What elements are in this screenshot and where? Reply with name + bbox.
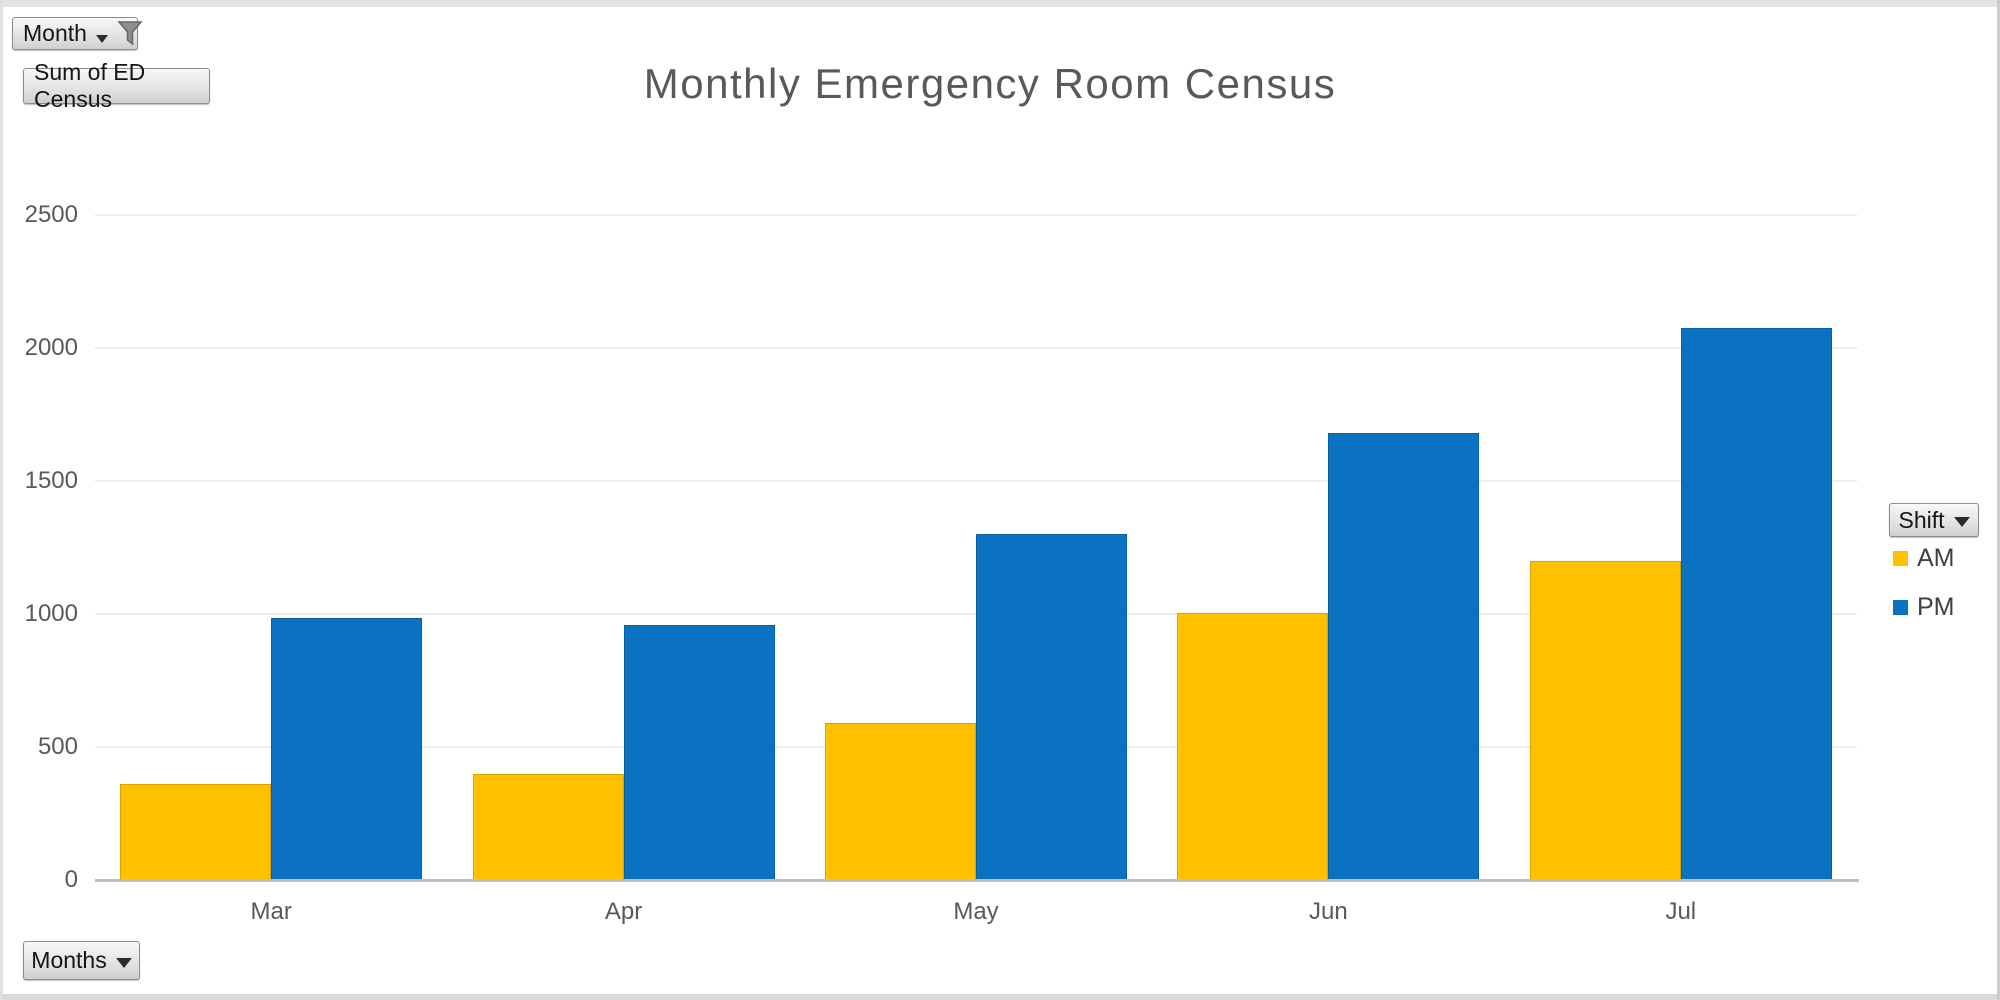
months-label: Months	[31, 947, 107, 973]
chart-legend: AM PM	[1893, 544, 1955, 622]
bar-pm-jul	[1680, 328, 1832, 880]
month-filter-button[interactable]: Month	[12, 17, 143, 50]
legend-label-am: AM	[1917, 544, 1955, 572]
legend-swatch-am	[1893, 551, 1908, 566]
y-axis-tick-0: 0	[64, 866, 78, 893]
bar-am-apr	[472, 773, 624, 880]
gridline-2000	[95, 347, 1857, 349]
gridline-1500	[95, 480, 1857, 482]
sum-of-ed-census-button[interactable]: Sum of ED Census	[23, 59, 210, 112]
y-axis-tick-500: 500	[37, 733, 78, 760]
chevron-down-icon	[115, 957, 132, 968]
filter-funnel-icon	[117, 20, 143, 47]
y-axis-tick-1500: 1500	[24, 467, 78, 494]
legend-item-am: AM	[1893, 544, 1955, 573]
legend-swatch-pm	[1893, 600, 1908, 615]
gridline-2500	[95, 214, 1857, 216]
x-axis-label-may: May	[953, 898, 999, 925]
legend-label-pm: PM	[1917, 593, 1955, 621]
bar-pm-jun	[1328, 433, 1480, 880]
bar-am-jul	[1529, 560, 1681, 880]
bar-pm-mar	[271, 617, 423, 880]
chevron-down-icon	[1953, 517, 1970, 527]
bar-am-mar	[120, 784, 272, 880]
chart-frame-border-left	[0, 0, 3, 1000]
x-axis-label-apr: Apr	[604, 898, 643, 925]
x-axis-label-mar: Mar	[250, 898, 292, 925]
shift-legend-field-button[interactable]: Shift	[1889, 503, 1979, 537]
chart-frame-border-top	[0, 0, 2000, 7]
x-axis-label-jun: Jun	[1309, 898, 1348, 925]
month-filter-label: Month	[23, 20, 87, 46]
x-axis-label-jul: Jul	[1665, 898, 1697, 925]
legend-item-pm: PM	[1893, 593, 1955, 622]
y-axis-tick-2000: 2000	[24, 334, 78, 361]
bar-pm-may	[976, 534, 1127, 880]
sum-of-ed-census-label: Sum of ED Census	[34, 59, 146, 112]
chart-frame-border-right	[1997, 0, 2000, 1000]
shift-label: Shift	[1898, 506, 1945, 533]
months-axis-field-button[interactable]: Months	[23, 941, 140, 980]
bar-am-jun	[1177, 612, 1329, 880]
y-axis-tick-1000: 1000	[24, 600, 78, 627]
bar-am-may	[825, 723, 976, 880]
chart-title: Monthly Emergency Room Census	[643, 60, 1337, 107]
chart-frame-border-bottom	[0, 994, 2000, 1000]
chevron-down-icon	[95, 34, 108, 43]
bar-pm-apr	[623, 624, 775, 880]
x-axis-line	[95, 879, 1859, 882]
y-axis-tick-2500: 2500	[24, 201, 78, 228]
